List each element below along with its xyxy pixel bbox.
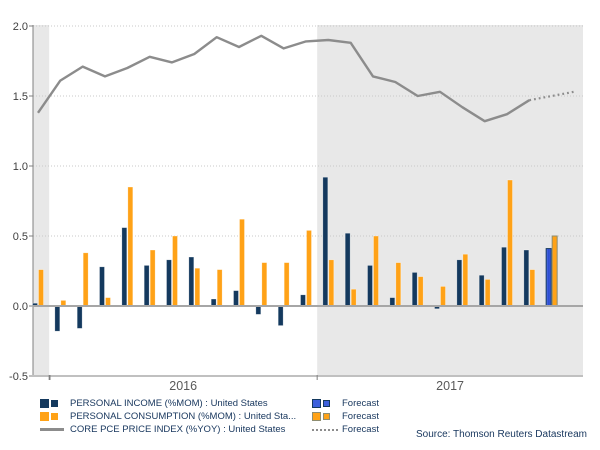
legend-item-income-forecast: Forecast (312, 397, 588, 410)
legend-label: CORE PCE PRICE INDEX (%YOY) : United Sta… (70, 424, 286, 435)
svg-text:-0.5: -0.5 (9, 371, 28, 383)
dotted-line-icon (312, 428, 342, 431)
consumption-bars-icon (40, 412, 70, 421)
gridlines (33, 25, 583, 377)
year-shading-bands (33, 25, 583, 375)
pce-line-series (37, 34, 575, 123)
legend-item-pce: CORE PCE PRICE INDEX (%YOY) : United Sta… (40, 423, 312, 436)
legend-label: PERSONAL INCOME (%MOM) : United States (70, 398, 268, 409)
legend-item-consumption: PERSONAL CONSUMPTION (%MOM) : United Sta… (40, 410, 312, 423)
legend-item-consumption-forecast: Forecast (312, 410, 588, 423)
legend-label: PERSONAL CONSUMPTION (%MOM) : United Sta… (70, 411, 297, 422)
legend-label: Forecast (342, 398, 379, 409)
svg-text:1.0: 1.0 (13, 161, 28, 173)
income-bars-icon (40, 399, 70, 408)
y-axis: -0.5 0.0 0.5 1.0 1.5 2.0 (9, 21, 34, 383)
svg-text:2016: 2016 (169, 379, 197, 393)
legend-label: Forecast (342, 424, 379, 435)
legend-item-income: PERSONAL INCOME (%MOM) : United States (40, 397, 312, 410)
svg-text:2017: 2017 (436, 379, 464, 393)
forecast-blue-bars-icon (312, 399, 342, 408)
source-credit: Source: Thomson Reuters Datastream (415, 429, 587, 440)
svg-text:2.0: 2.0 (13, 21, 28, 33)
forecast-orange-bars-icon (312, 412, 342, 421)
combo-chart: -0.5 0.0 0.5 1.0 1.5 2.0 2016 2017 (9, 21, 583, 393)
gray-line-icon (40, 428, 70, 431)
x-axis: 2016 2017 (48, 375, 464, 393)
svg-text:0.0: 0.0 (13, 301, 28, 313)
chart-legend: PERSONAL INCOME (%MOM) : United States F… (40, 397, 588, 436)
legend-label: Forecast (342, 411, 379, 422)
svg-text:1.5: 1.5 (13, 91, 28, 103)
svg-text:0.5: 0.5 (13, 231, 28, 243)
legend-item-pce-forecast: Forecast (312, 423, 588, 436)
